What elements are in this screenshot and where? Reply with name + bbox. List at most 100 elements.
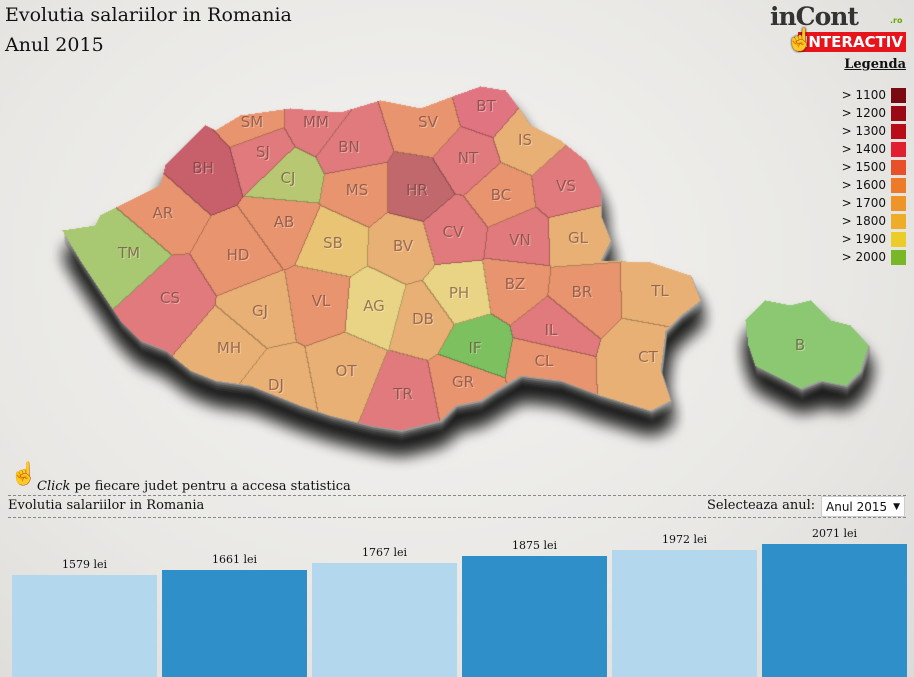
county-ct[interactable]: CT — [638, 348, 658, 366]
county-sb[interactable]: SB — [323, 234, 343, 252]
legend-label: > 2000 — [841, 250, 886, 264]
county-dj[interactable]: DJ — [268, 376, 284, 394]
county-hr[interactable]: HR — [406, 181, 428, 199]
county-is[interactable]: IS — [518, 131, 532, 149]
legend-label: > 1100 — [841, 88, 886, 102]
county-bv[interactable]: BV — [392, 237, 414, 255]
county-mh[interactable]: MH — [216, 339, 242, 357]
county-vs[interactable]: VS — [556, 177, 576, 195]
legend-item: > 1600 — [840, 177, 906, 193]
county-bc[interactable]: BC — [490, 186, 512, 204]
county-vl[interactable]: VL — [311, 292, 331, 310]
bar-value-label: 1972 lei — [661, 533, 708, 547]
romania-county-map[interactable] — [0, 60, 914, 480]
logo-tag: INTERACTIV — [798, 32, 906, 52]
incont-logo[interactable]: inCont .ro INTERACTIV ☝ — [770, 2, 910, 54]
year-select[interactable]: Anul 2015 ▼ — [821, 496, 905, 517]
county-cl[interactable]: CL — [534, 352, 554, 370]
divider — [8, 517, 906, 518]
county-bz[interactable]: BZ — [504, 275, 526, 293]
legend-item: > 1400 — [840, 141, 906, 157]
salary-bar[interactable] — [12, 575, 157, 677]
county-hd[interactable]: HD — [226, 246, 250, 264]
county-cv[interactable]: CV — [442, 223, 464, 241]
salary-bar[interactable] — [312, 563, 457, 677]
legend-item: > 1700 — [840, 195, 906, 211]
legend-label: > 1800 — [841, 214, 886, 228]
pointer-hand-icon: ☝ — [786, 28, 814, 53]
legend-swatch — [891, 249, 906, 265]
legend-title: Legenda — [844, 57, 906, 72]
legend-label: > 1500 — [841, 160, 886, 174]
county-ph[interactable]: PH — [448, 284, 470, 302]
county-sj[interactable]: SJ — [256, 143, 270, 161]
legend-swatch — [891, 159, 906, 175]
county-b[interactable]: B — [794, 336, 806, 354]
county-bh[interactable]: BH — [192, 159, 214, 177]
page-title: Evolutia salariilor in Romania — [5, 4, 292, 26]
section-title: Evolutia salariilor in Romania — [8, 498, 205, 513]
bar-value-label: 1579 lei — [61, 558, 108, 571]
county-nt[interactable]: NT — [457, 149, 479, 167]
county-tr[interactable]: TR — [393, 385, 413, 403]
county-cj[interactable]: CJ — [280, 169, 296, 187]
county-sm[interactable]: SM — [240, 113, 264, 131]
county-sv[interactable]: SV — [418, 113, 438, 131]
legend-swatch — [891, 195, 906, 211]
county-il[interactable]: IL — [544, 321, 558, 339]
county-ar[interactable]: AR — [152, 204, 174, 222]
county-bt[interactable]: BT — [476, 97, 496, 115]
legend-item: > 1100 — [840, 87, 906, 103]
hint-emphasis: Click — [37, 479, 71, 494]
legend-swatch — [891, 213, 906, 229]
legend-label: > 1900 — [841, 232, 886, 246]
bar-value-label: 1875 lei — [511, 539, 558, 553]
legend-item: > 2000 — [840, 249, 906, 265]
logo-tld: .ro — [890, 16, 903, 25]
legend-item: > 1200 — [840, 105, 906, 121]
county-vn[interactable]: VN — [509, 231, 531, 249]
county-gj[interactable]: GJ — [251, 302, 269, 320]
county-if[interactable]: IF — [468, 339, 482, 357]
legend-label: > 1200 — [841, 106, 886, 120]
bar-value-label: 1767 lei — [361, 546, 408, 560]
legend-label: > 1600 — [841, 178, 886, 192]
county-ot[interactable]: OT — [335, 362, 357, 380]
legend-swatch — [891, 177, 906, 193]
pointer-hand-icon: ☝ — [10, 462, 38, 487]
county-cs[interactable]: CS — [160, 289, 180, 307]
legend-item: > 1300 — [840, 123, 906, 139]
county-ab[interactable]: AB — [273, 213, 295, 231]
county-db[interactable]: DB — [412, 310, 434, 328]
salary-bar[interactable] — [612, 550, 757, 677]
county-br[interactable]: BR — [571, 283, 593, 301]
divider — [8, 495, 906, 496]
salary-bar[interactable] — [762, 544, 907, 677]
year-select-label: Selecteaza anul: — [707, 498, 816, 513]
legend-item: > 1900 — [840, 231, 906, 247]
salary-bar[interactable] — [462, 556, 607, 677]
legend-swatch — [891, 141, 906, 157]
year-select-value: Anul 2015 — [826, 500, 888, 514]
bar-value-label: 2071 lei — [811, 527, 858, 540]
dropdown-arrow-icon: ▼ — [893, 502, 900, 512]
hint-text: pe fiecare judet pentru a accesa statist… — [70, 479, 351, 494]
salary-bar[interactable] — [162, 569, 307, 677]
logo-brand: inCont — [770, 2, 859, 31]
legend-item: > 1800 — [840, 213, 906, 229]
county-gl[interactable]: GL — [568, 229, 588, 247]
county-tm[interactable]: TM — [117, 244, 141, 262]
page-subtitle: Anul 2015 — [5, 34, 104, 56]
legend-label: > 1700 — [841, 196, 886, 210]
legend-swatch — [891, 123, 906, 139]
legend-label: > 1300 — [841, 124, 886, 138]
county-mm[interactable]: MM — [303, 113, 329, 131]
county-tl[interactable]: TL — [651, 282, 669, 300]
county-bn[interactable]: BN — [338, 138, 360, 156]
legend-swatch — [891, 105, 906, 121]
county-ms[interactable]: MS — [345, 181, 369, 199]
county-ag[interactable]: AG — [363, 297, 385, 315]
legend-swatch — [891, 231, 906, 247]
legend-item: > 1500 — [840, 159, 906, 175]
county-gr[interactable]: GR — [451, 373, 475, 391]
